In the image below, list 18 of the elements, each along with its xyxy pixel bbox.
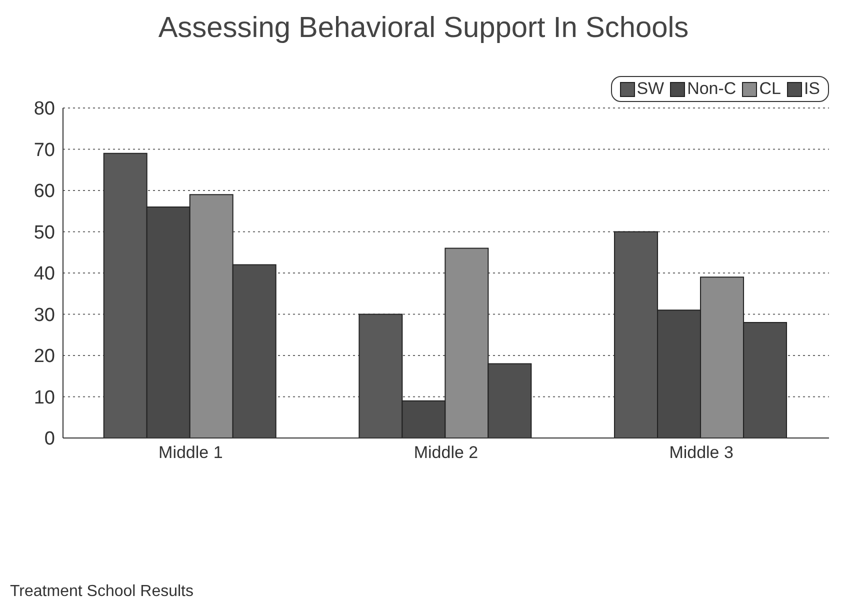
y-tick-label: 50 bbox=[34, 222, 55, 244]
x-tick-label: Middle 3 bbox=[669, 443, 734, 462]
y-tick-label: 20 bbox=[34, 346, 55, 368]
y-tick-label: 80 bbox=[34, 98, 55, 120]
y-tick-label: 60 bbox=[34, 181, 55, 202]
y-tick-label: 40 bbox=[34, 264, 55, 285]
text: Treatment School Results bbox=[10, 583, 194, 601]
legend-label: SW bbox=[636, 79, 664, 99]
y-tick-label: 10 bbox=[34, 387, 55, 408]
legend-label: CL bbox=[759, 79, 781, 99]
y-tick-label: 70 bbox=[34, 140, 55, 161]
legend-label: IS bbox=[804, 79, 820, 99]
x-tick-label: Middle 1 bbox=[158, 443, 223, 462]
x-tick-label: Middle 2 bbox=[414, 443, 478, 462]
y-tick-label: 0 bbox=[44, 428, 55, 450]
legend-label: Non-C bbox=[687, 79, 736, 99]
chart-title: Assessing Behavioral Support In Schools bbox=[157, 12, 690, 45]
y-tick-label: 30 bbox=[34, 304, 55, 326]
